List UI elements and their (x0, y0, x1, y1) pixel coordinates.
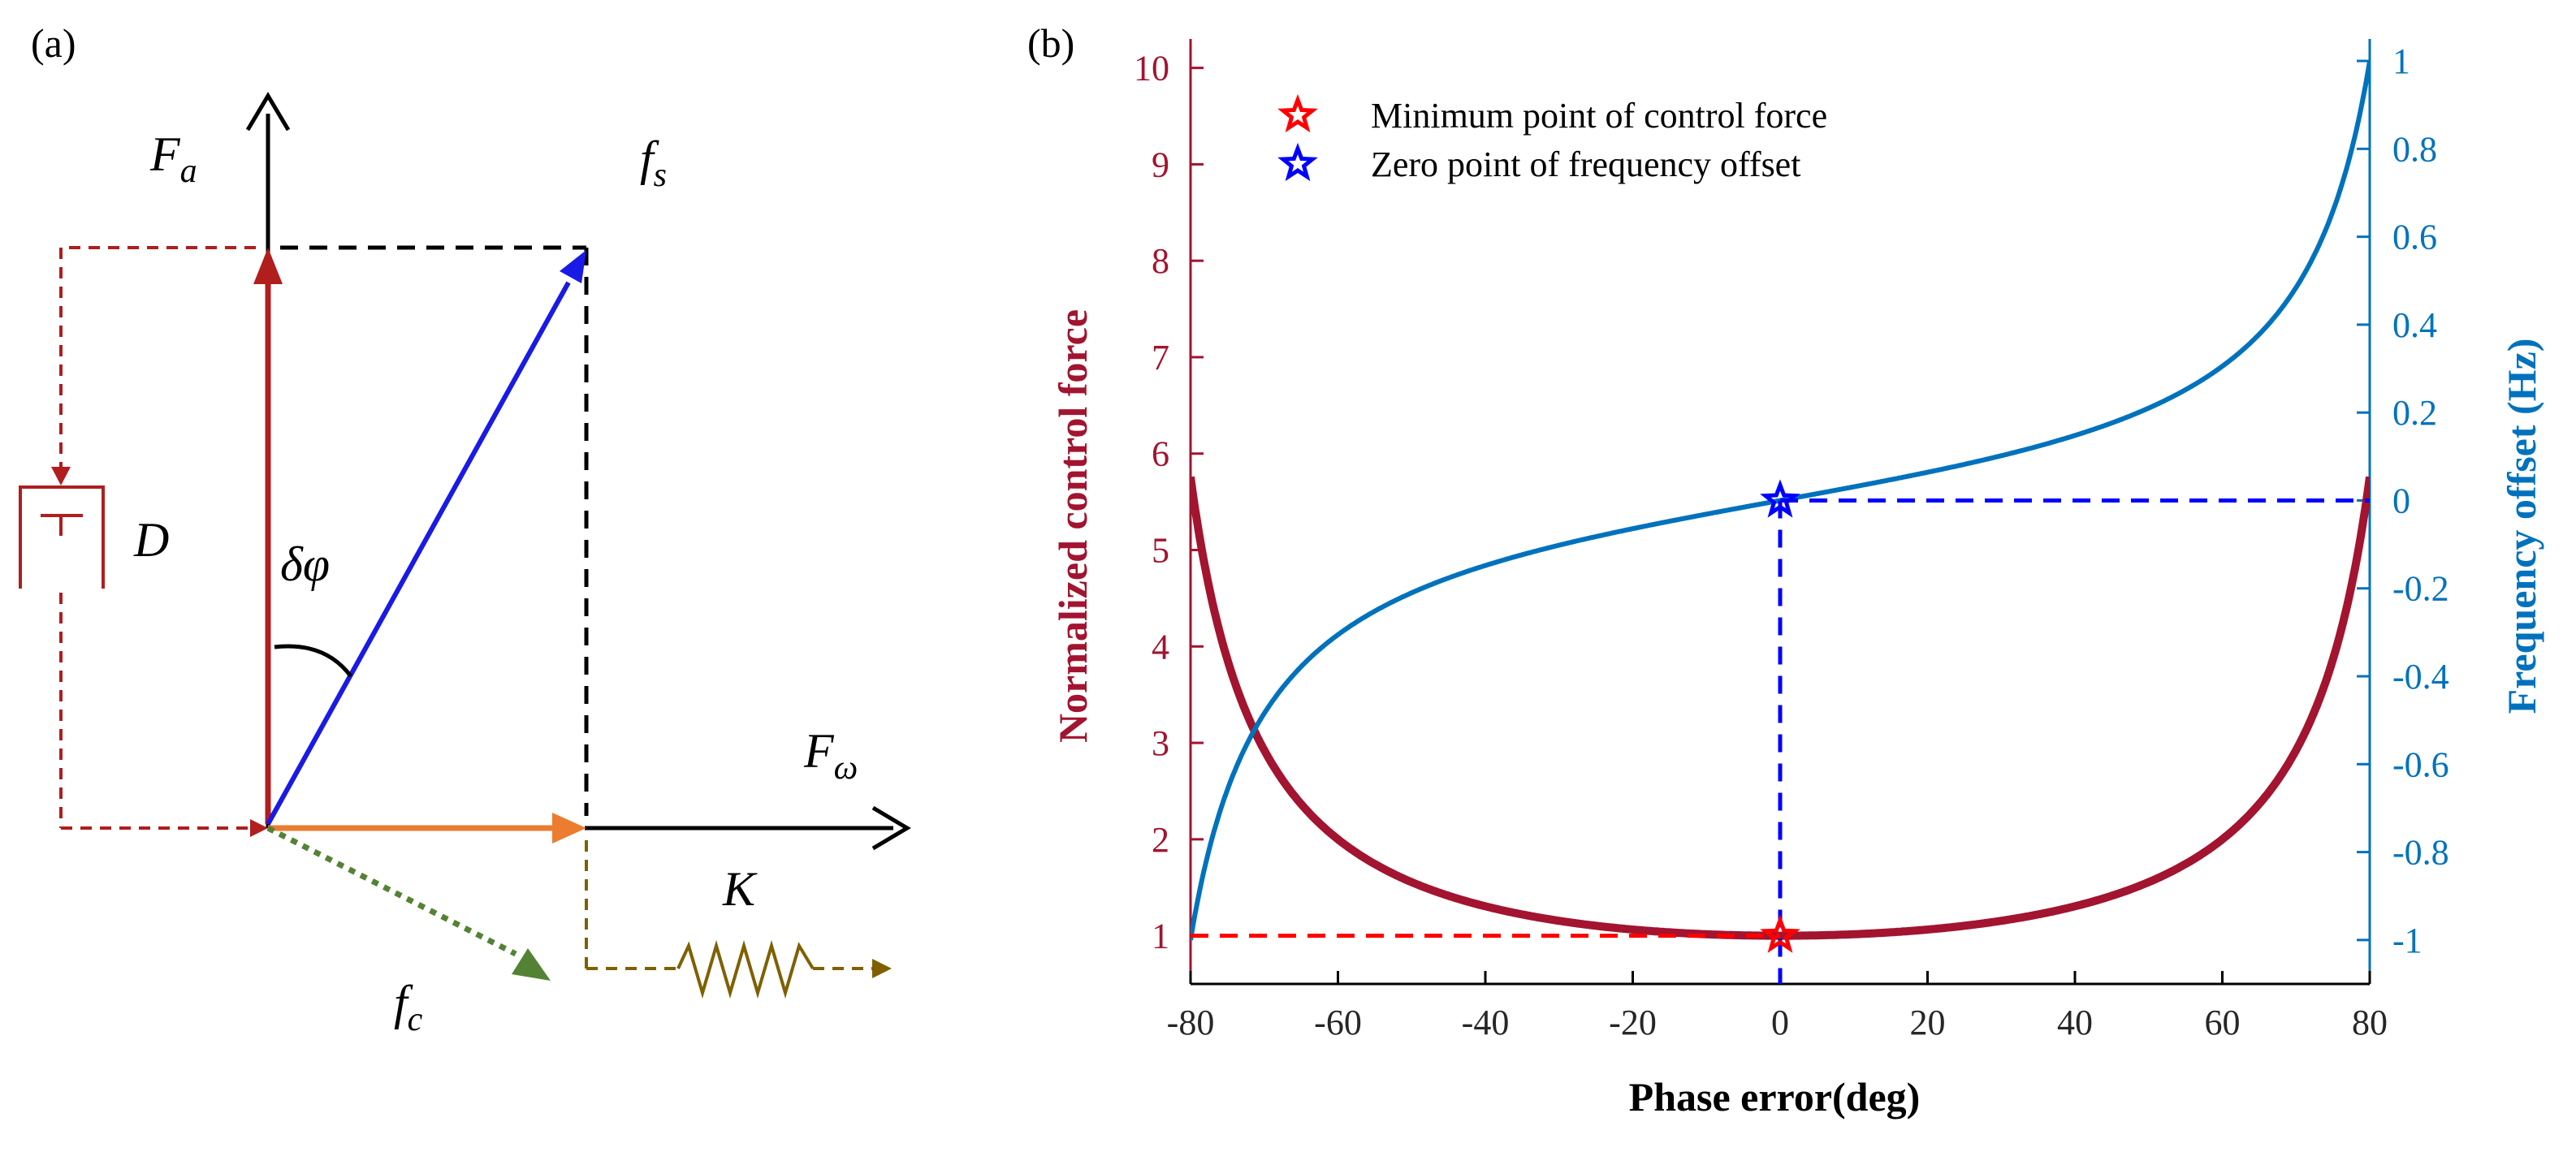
y-left-axis-label: Normalized control force (1050, 309, 1096, 743)
y-right-tick-label: 0.2 (2392, 393, 2437, 433)
panel-a-vector-diagram: (a) (19, 20, 911, 1038)
angle-arc (274, 644, 353, 678)
y-left-tick-label: 5 (1152, 531, 1169, 571)
label-control-force: fc (394, 976, 423, 1038)
y-left-tick-label: 7 (1152, 338, 1169, 378)
x-axis-label: Phase error(deg) (1629, 1074, 1921, 1120)
x-tick-label: 80 (2352, 1003, 2388, 1042)
x-tick-label: -60 (1314, 1003, 1362, 1042)
resultant-force-vector (266, 250, 586, 826)
y-left-tick-label: 4 (1152, 627, 1169, 667)
y-right-tick-label: -0.6 (2392, 744, 2449, 784)
legend-star-icon-zero-offset (1277, 142, 1318, 182)
label-damper: D (133, 513, 169, 567)
y-right-axis-label: Frequency offset (Hz) (2499, 339, 2544, 714)
marker-star-zero-offset (1760, 479, 1800, 518)
horizontal-axis (585, 805, 911, 851)
plot-area: -80 -60 -40 -20 0 20 40 60 8012345678910-1-0.8-0… (1134, 39, 2449, 1042)
y-left-tick-label: 2 (1152, 820, 1169, 860)
x-tick-label: 20 (1910, 1003, 1946, 1042)
damper-path (19, 246, 268, 837)
panel-a-label: (a) (31, 20, 76, 66)
legend-label-zero-offset: Zero point of frequency offset (1371, 145, 1800, 184)
legend-star-zero-offset (1277, 142, 1318, 182)
x-tick-label: -80 (1167, 1003, 1215, 1042)
panel-b-label: (b) (1027, 20, 1074, 66)
y-right-tick-label: 1 (2392, 41, 2410, 81)
y-right-tick-label: 0 (2392, 481, 2410, 520)
panel-b-chart: (b) -80 -60 -40 -20 0 20 40 60 8012345678910-1-0… (1027, 20, 2544, 1120)
damping-force-vector (253, 248, 283, 824)
y-right-tick-label: 0.4 (2392, 305, 2437, 345)
y-right-tick-label: -0.8 (2392, 833, 2449, 873)
legend: Minimum point of control force Zero poin… (1277, 93, 1827, 184)
marker-star-minimum-force (1760, 914, 1800, 953)
y-right-tick-label: -0.2 (2392, 569, 2449, 609)
label-phase-angle: δφ (280, 537, 330, 591)
spring-path (585, 840, 892, 999)
y-right-tick-label: -1 (2392, 921, 2423, 960)
control-force-vector (266, 825, 551, 981)
x-tick-label: 60 (2205, 1003, 2241, 1042)
y-left-tick-label: 10 (1134, 49, 1169, 88)
label-resultant-force: fs (640, 132, 667, 194)
x-tick-label: 0 (1771, 1003, 1789, 1042)
y-left-tick-label: 8 (1152, 241, 1169, 281)
y-right-tick-label: 0.6 (2392, 218, 2437, 257)
legend-star-minimum-force (1277, 93, 1318, 133)
label-damping-force: Fa (149, 127, 197, 190)
label-spring: K (722, 862, 758, 916)
y-left-tick-label: 3 (1152, 723, 1169, 763)
y-right-tick-label: -0.4 (2392, 657, 2449, 697)
x-tick-label: 40 (2057, 1003, 2093, 1042)
legend-star-icon-minimum-force (1277, 93, 1318, 133)
label-stiffness-force: Fω (803, 724, 858, 787)
x-tick-label: -40 (1462, 1003, 1510, 1042)
y-right-tick-label: 0.8 (2392, 129, 2437, 169)
y-left-tick-label: 6 (1152, 434, 1169, 474)
y-left-tick-label: 9 (1152, 145, 1169, 184)
y-left-tick-label: 1 (1152, 917, 1169, 956)
x-tick-label: -20 (1609, 1003, 1657, 1042)
legend-label-minimum-force: Minimum point of control force (1371, 96, 1827, 136)
stiffness-force-vector (268, 813, 586, 844)
